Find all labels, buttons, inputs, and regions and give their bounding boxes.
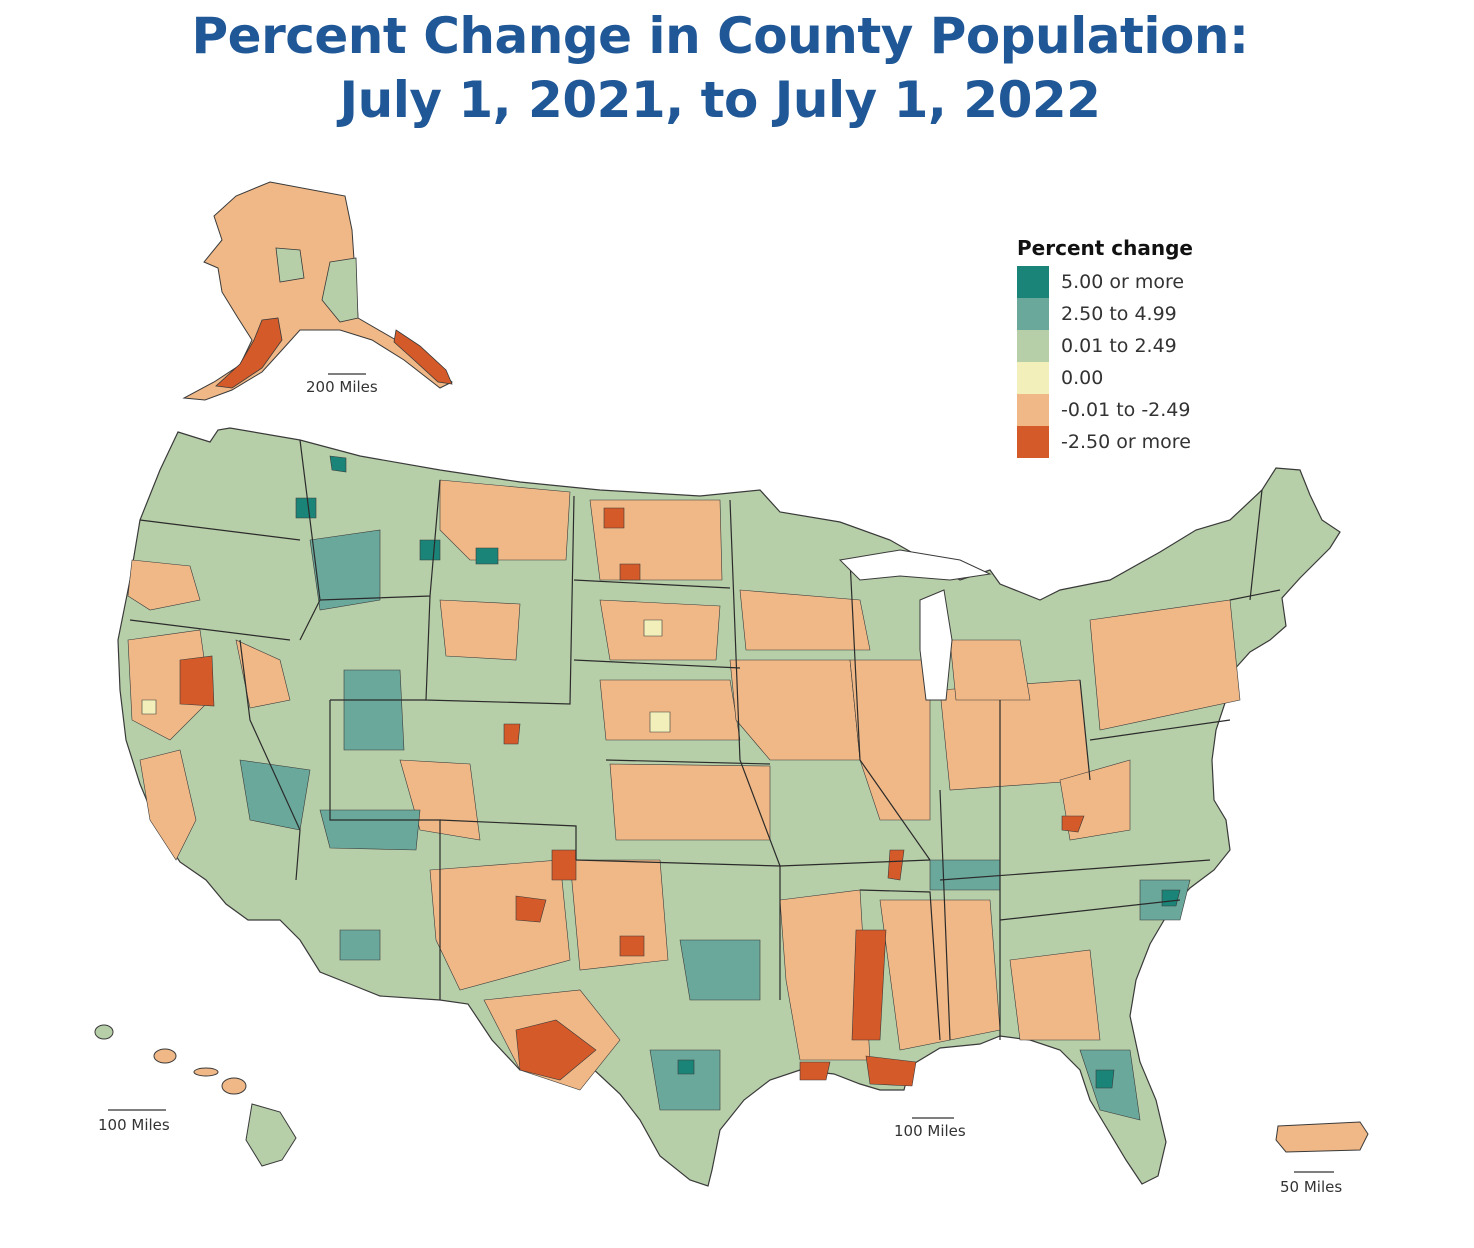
map-title-line-2: July 1, 2021, to July 1, 2022	[339, 71, 1101, 129]
alaska-inset	[182, 181, 453, 401]
county-montana-teal	[329, 455, 347, 473]
region-montana-east	[439, 479, 571, 561]
region-arkansas-la	[779, 889, 871, 1061]
region-oregon-coast	[127, 559, 201, 611]
legend-swatch	[1017, 298, 1049, 330]
region-minnesota-wisconsin	[739, 589, 871, 651]
region-wyoming	[439, 599, 521, 661]
conus-decline-regions	[127, 479, 1241, 1091]
puerto-rico-scale-label: 50 Miles	[1280, 1178, 1343, 1196]
puerto-rico-shape	[1275, 1121, 1369, 1153]
county-mississippi-river-red	[851, 929, 887, 1041]
region-iowa-missouri	[729, 659, 861, 761]
legend-swatch	[1017, 394, 1049, 426]
county-louisiana-red	[865, 1055, 917, 1087]
county-montana-teal-3	[475, 547, 499, 565]
legend-item: -2.50 or more	[1017, 426, 1237, 458]
legend-label: -2.50 or more	[1061, 431, 1191, 453]
region-nebraska	[599, 679, 741, 741]
county-idaho-teal	[295, 497, 317, 519]
legend-label: 2.50 to 4.99	[1061, 303, 1177, 325]
region-texas-south	[649, 1049, 721, 1111]
legend-label: -0.01 to -2.49	[1061, 399, 1191, 421]
hawaii-island-oahu	[153, 1048, 177, 1064]
state-borders	[129, 439, 1281, 1041]
conus-steep-decline	[179, 507, 1085, 1087]
contiguous-us	[117, 427, 1341, 1187]
region-texas-panhandle	[569, 859, 669, 971]
county-montana-teal-2	[419, 539, 441, 561]
county-texas-red	[619, 935, 645, 957]
legend-item: 0.00	[1017, 362, 1237, 394]
county-nm-red	[515, 895, 547, 923]
lake-superior	[838, 549, 992, 581]
region-utah-south	[319, 809, 421, 851]
alaska-panhandle-red	[393, 329, 453, 385]
alaska-region-green	[321, 257, 359, 323]
scale-bars	[108, 373, 1334, 1173]
conus-no-change	[141, 619, 671, 733]
county-nebraska-zero	[649, 711, 671, 733]
legend-title: Percent change	[1017, 236, 1193, 260]
conus-scale-label: 100 Miles	[894, 1122, 966, 1140]
county-texas-teal	[677, 1059, 695, 1075]
county-nd-red	[603, 507, 625, 529]
legend-swatch	[1017, 266, 1049, 298]
legend-label: 5.00 or more	[1061, 271, 1185, 293]
region-michigan	[949, 639, 1031, 701]
legend-label: 0.01 to 2.49	[1061, 335, 1177, 357]
region-new-mexico	[429, 859, 571, 991]
great-lakes	[838, 549, 992, 701]
region-nevada-central	[239, 759, 311, 831]
region-illinois	[849, 659, 931, 821]
county-sd-zero	[643, 619, 663, 637]
county-kentucky-red	[1061, 815, 1085, 833]
legend-swatch	[1017, 426, 1049, 458]
puerto-rico-inset	[1275, 1121, 1369, 1153]
hawaii-inset	[94, 1024, 297, 1167]
county-nevada-red	[179, 655, 215, 707]
hawaii-island-maui	[221, 1077, 247, 1095]
legend-item: -0.01 to -2.49	[1017, 394, 1237, 426]
region-pennsylvania-ny	[1089, 599, 1241, 731]
legend-item: 0.01 to 2.49	[1017, 330, 1237, 362]
county-west-texas-red	[515, 1019, 597, 1081]
region-utah-north	[343, 669, 405, 751]
region-mississippi-alabama	[879, 899, 1001, 1051]
hawaii-island-big	[245, 1103, 297, 1167]
legend: Percent change 5.00 or more 2.50 to 4.99…	[1017, 236, 1237, 458]
hawaii-island-molokai	[193, 1067, 219, 1077]
lake-michigan	[919, 589, 953, 701]
map-title: Percent Change in County Population: Jul…	[0, 4, 1440, 132]
region-tennessee	[929, 859, 1001, 891]
county-colorado-red	[503, 723, 521, 745]
alaska-scale-label: 200 Miles	[306, 378, 378, 396]
legend-swatch	[1017, 330, 1049, 362]
county-missouri-red	[887, 849, 905, 881]
legend-item: 5.00 or more	[1017, 266, 1237, 298]
alaska-region-red	[215, 317, 283, 389]
hawaii-scale-label: 100 Miles	[98, 1116, 170, 1134]
region-georgia	[1009, 949, 1101, 1041]
legend-swatch	[1017, 362, 1049, 394]
legend-item: 2.50 to 4.99	[1017, 298, 1237, 330]
conus-strong-growth	[295, 455, 1181, 1089]
county-nd-red-2	[619, 563, 641, 581]
region-idaho	[309, 529, 381, 611]
region-texas-central	[679, 939, 761, 1001]
county-florida-teal	[1095, 1069, 1115, 1089]
region-arizona	[339, 929, 381, 961]
county-panhandle-red	[551, 849, 577, 881]
hawaii-island-kauai	[94, 1024, 114, 1040]
map-title-line-1: Percent Change in County Population:	[191, 7, 1249, 65]
conus-growth-regions	[239, 529, 1191, 1121]
county-california-zero	[141, 699, 157, 715]
alaska-shape	[182, 181, 453, 401]
legend-label: 0.00	[1061, 367, 1104, 389]
county-gulf-red	[799, 1061, 831, 1081]
alaska-region-green-2	[275, 247, 305, 283]
region-california-coast	[139, 749, 197, 861]
